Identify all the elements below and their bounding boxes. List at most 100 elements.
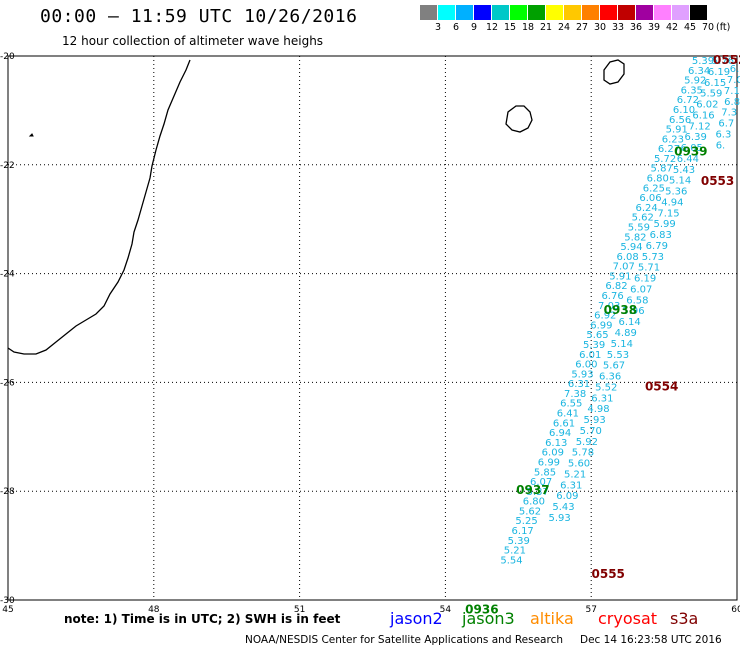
wave-height-value: 6.16 (692, 110, 714, 121)
wave-height-value: 6.83 (650, 230, 672, 241)
wave-height-value: 5.37 (527, 487, 549, 498)
wave-height-value: 5.39 (692, 56, 714, 67)
wave-height-value: 6.8 (724, 97, 740, 108)
wave-height-value: 5.70 (580, 426, 602, 437)
wave-height-value: 6.19 (708, 67, 730, 78)
wave-height-value: 5.21 (564, 469, 586, 480)
x-tick-label: 45 (2, 605, 13, 615)
wave-height-value: 5.62 (519, 506, 541, 517)
wave-height-value: 5.91 (609, 271, 631, 282)
wave-height-value: 5.60 (568, 459, 590, 470)
color-swatch (618, 5, 636, 20)
color-scale-label: 6 (452, 22, 460, 33)
wave-height-value: 5.65 (586, 330, 608, 341)
wave-height-value: 6.87 (730, 64, 740, 75)
wave-height-value: 5.92 (576, 437, 598, 448)
color-scale-label: 3 (434, 22, 442, 33)
wave-height-value: 6.3 (715, 129, 731, 140)
wave-height-value: 6.08 (617, 252, 639, 263)
wave-height-value: 6.35 (681, 85, 703, 96)
color-swatch (546, 5, 564, 20)
wave-height-value: 6.76 (601, 291, 623, 302)
wave-height-value: 6.00 (575, 360, 597, 371)
wave-height-value: 6.72 (677, 95, 699, 106)
wave-height-value: 6.09 (556, 491, 578, 502)
wave-height-value: 4.98 (587, 404, 609, 415)
wave-height-value: 6.10 (673, 105, 695, 116)
wave-height-value: 7.3 (721, 108, 737, 119)
wave-height-value: 6.13 (545, 438, 567, 449)
wave-height-value: 5.25 (515, 516, 537, 527)
color-swatch (528, 5, 546, 20)
wave-height-value: 6.02 (696, 100, 718, 111)
color-scale-label: 39 (647, 22, 661, 33)
wave-height-value: 5.91 (666, 125, 688, 136)
wave-height-value: 5.43 (673, 165, 695, 176)
color-swatch (420, 5, 438, 20)
x-tick-label: 54 (440, 605, 452, 615)
wave-height-value: 5.14 (611, 339, 633, 350)
wave-height-value: 5.93 (571, 369, 593, 380)
wave-height-value: 6.82 (605, 281, 627, 292)
wave-height-value: 6.80 (523, 497, 545, 508)
wave-height-value: 5.71 (638, 263, 660, 274)
wave-height-value: 6.56 (669, 115, 691, 126)
x-tick-label: 57 (585, 605, 596, 615)
color-scale-label: 15 (503, 22, 517, 33)
color-swatch (636, 5, 654, 20)
wave-height-value: 6.27 (658, 144, 680, 155)
wave-height-value: 5.21 (504, 546, 526, 557)
wave-height-value: 5.73 (642, 252, 664, 263)
y-tick-label: -26 (0, 378, 15, 388)
y-tick-label: -20 (0, 52, 15, 62)
wave-height-value: 5.52 (595, 382, 617, 393)
wave-height-value: 6.17 (512, 526, 534, 537)
wave-height-value: 6.34 (688, 66, 710, 77)
wave-height-value: 5.39 (508, 536, 530, 547)
wave-height-value: 7.18 (724, 86, 740, 97)
wave-height-value: 6.15 (704, 78, 726, 89)
wave-height-value: 5.85 (534, 467, 556, 478)
wave-height-value: 6.44 (677, 154, 699, 165)
y-tick-label: -28 (0, 487, 15, 497)
wave-height-value: 6.06 (639, 193, 661, 204)
pass-time-label: 0554 (645, 379, 678, 393)
color-swatch (600, 5, 618, 20)
wave-height-value: 5.99 (653, 219, 675, 230)
reunion-island-outline (505, 105, 533, 133)
wave-height-value: 7.04 (727, 75, 740, 86)
color-swatch (564, 5, 582, 20)
wave-height-value: 5.36 (665, 187, 687, 198)
wave-height-value: 5.96 (622, 306, 644, 317)
wave-height-value: 6.58 (626, 295, 648, 306)
x-tick-label: 51 (294, 605, 305, 615)
y-tick-label: -30 (0, 596, 15, 606)
x-tick-label: 60 (731, 605, 740, 615)
footer-note: note: 1) Time is in UTC; 2) SWH is in fe… (64, 612, 341, 626)
color-scale-label: 21 (539, 22, 553, 33)
satellite-label-cryosat: cryosat (598, 609, 658, 628)
wave-height-value: 5.67 (603, 361, 625, 372)
pass-time-label: 0937 (516, 483, 549, 497)
wave-height-value: 6.55 (560, 399, 582, 410)
y-tick-label: -22 (0, 161, 15, 171)
wave-height-value: 5.82 (624, 232, 646, 243)
color-scale-label: 33 (611, 22, 625, 33)
wave-height-value: 6.19 (634, 274, 656, 285)
wave-height-value: 6.79 (646, 241, 668, 252)
wave-height-value: 4.89 (615, 328, 637, 339)
map-frame (7, 55, 738, 601)
wave-height-value: 5.87 (651, 164, 673, 175)
wave-height-value: 4.94 (661, 197, 683, 208)
x-tick-label: 48 (148, 605, 160, 615)
wave-height-value: 5.54 (500, 555, 522, 566)
color-scale-label: 27 (575, 22, 589, 33)
generated-timestamp: Dec 14 16:23:58 UTC 2016 (580, 634, 722, 646)
pass-time-label: 0936 (465, 602, 498, 616)
wave-height-value: 6.80 (647, 174, 669, 185)
wave-height-value: 5.76 (712, 56, 734, 67)
wave-height-value: 7.12 (688, 121, 710, 132)
color-swatch (456, 5, 474, 20)
wave-height-value: 5.94 (620, 242, 642, 253)
wave-height-value: 7.03 (598, 301, 620, 312)
